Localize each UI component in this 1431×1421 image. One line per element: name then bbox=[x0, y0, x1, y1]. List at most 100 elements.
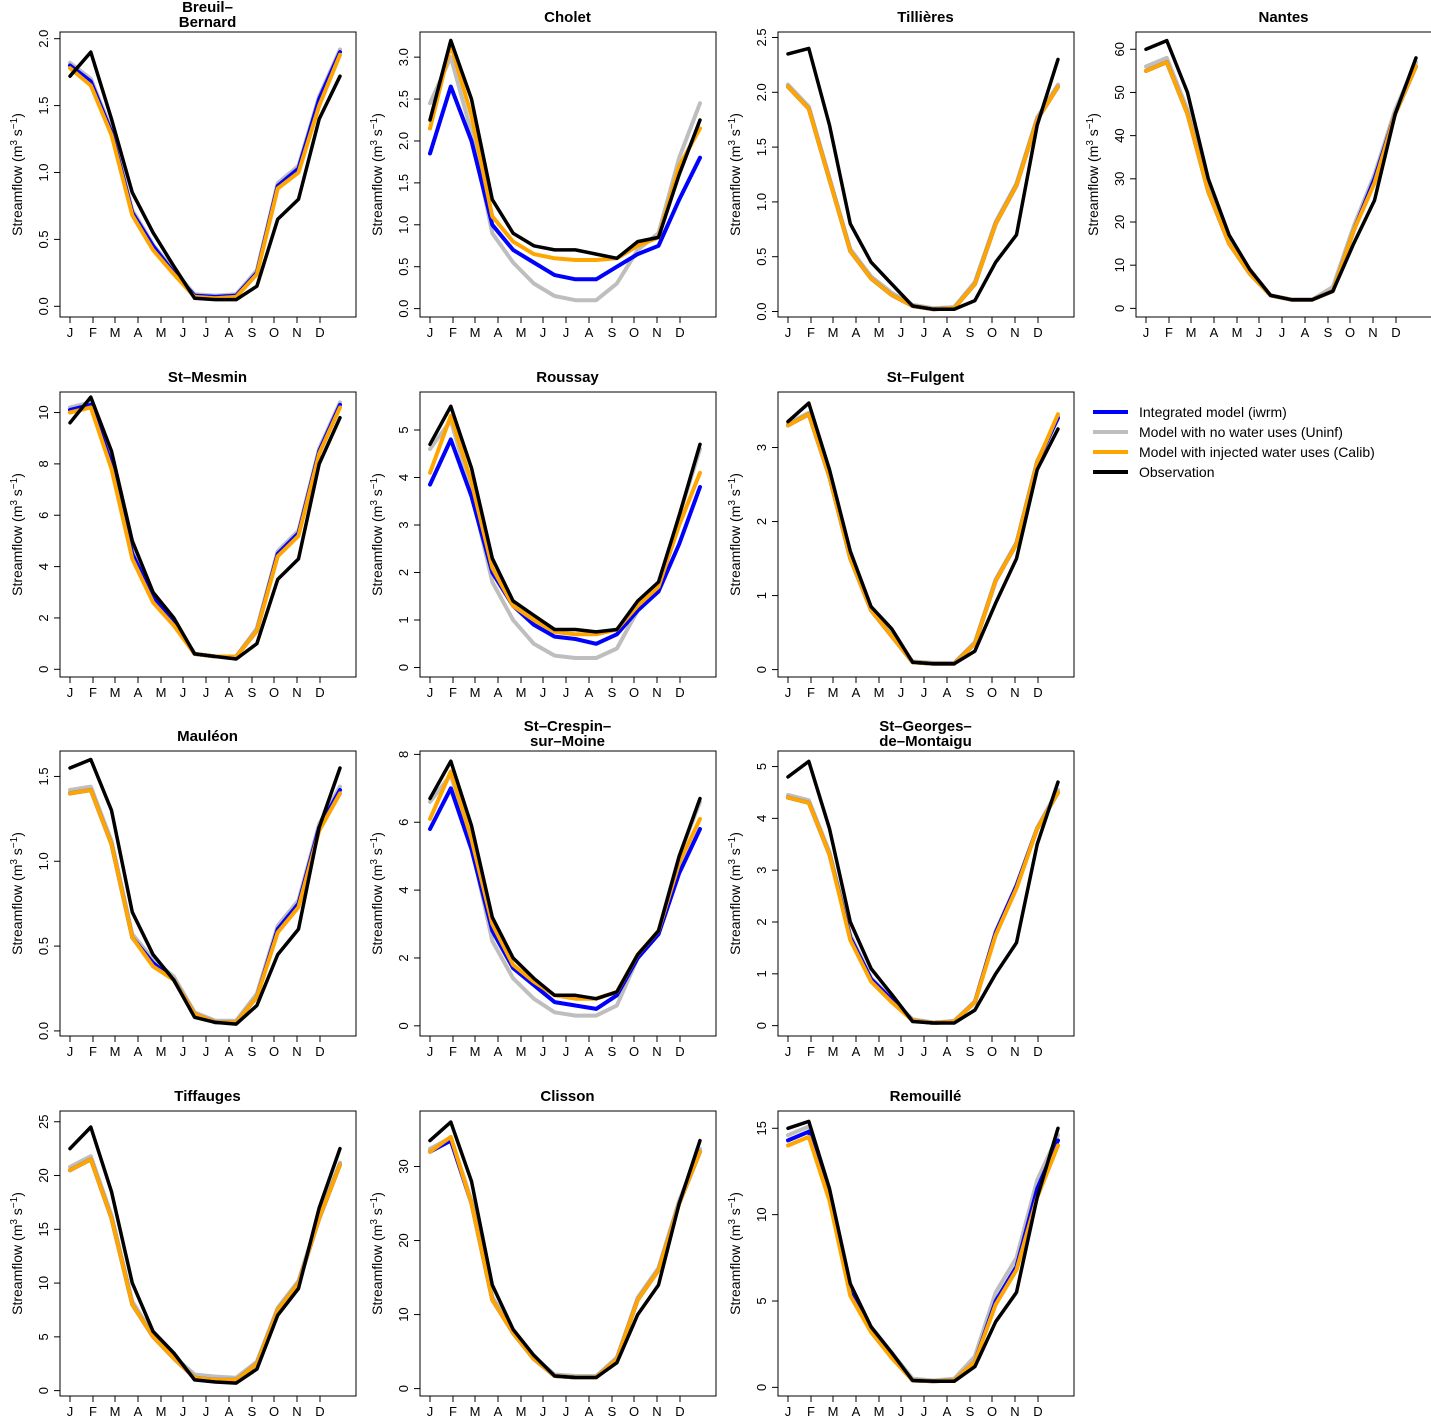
x-tick-label: F bbox=[449, 685, 457, 700]
y-tick-label: 1.5 bbox=[754, 138, 769, 156]
x-tick-label: O bbox=[629, 1404, 639, 1419]
x-tick-label: F bbox=[89, 685, 97, 700]
plot-frame bbox=[59, 391, 357, 678]
x-tick-label: S bbox=[248, 1044, 257, 1059]
series-line-obs bbox=[428, 404, 702, 634]
x-tick-label: O bbox=[1345, 325, 1355, 340]
x-tick-label: O bbox=[269, 325, 279, 340]
x-tick-label: A bbox=[852, 1044, 861, 1059]
y-tick-label: 0 bbox=[754, 666, 769, 673]
y-tick-label: 2 bbox=[396, 569, 411, 576]
series-line-obs bbox=[428, 1120, 702, 1380]
series-line-calib bbox=[68, 1157, 342, 1382]
x-tick-label: J bbox=[427, 1404, 434, 1419]
x-tick-label: D bbox=[1033, 685, 1042, 700]
y-tick-label: 1 bbox=[754, 970, 769, 977]
x-tick-label: O bbox=[987, 325, 997, 340]
x-tick-label: J bbox=[898, 325, 905, 340]
series-line-obs bbox=[786, 1119, 1060, 1384]
x-tick-label: N bbox=[652, 325, 661, 340]
legend-label: Observation bbox=[1139, 464, 1214, 480]
panel-title: Roussay bbox=[536, 369, 599, 386]
x-tick-label: J bbox=[67, 1404, 74, 1419]
y-tick-label: 10 bbox=[36, 1276, 51, 1290]
x-tick-label: J bbox=[180, 1044, 187, 1059]
y-axis-label: Streamflow (m3 s−1) bbox=[9, 1192, 25, 1315]
panel-title: St–Fulgent bbox=[887, 369, 965, 386]
y-tick-label: 1.5 bbox=[396, 174, 411, 192]
x-tick-label: D bbox=[315, 1404, 324, 1419]
x-tick-label: J bbox=[427, 1044, 434, 1059]
x-tick-label: M bbox=[828, 1404, 839, 1419]
x-tick-label: A bbox=[494, 1404, 503, 1419]
x-tick-label: M bbox=[516, 1044, 527, 1059]
x-tick-label: J bbox=[785, 1404, 792, 1419]
y-axis-label: Streamflow (m3 s−1) bbox=[727, 473, 743, 596]
y-tick-label: 6 bbox=[396, 819, 411, 826]
x-tick-label: D bbox=[315, 1044, 324, 1059]
x-tick-label: N bbox=[292, 1044, 301, 1059]
y-tick-label: 0 bbox=[36, 1387, 51, 1394]
x-tick-label: O bbox=[987, 1044, 997, 1059]
series-line-obs bbox=[786, 401, 1060, 666]
x-tick-label: O bbox=[269, 685, 279, 700]
x-tick-label: A bbox=[494, 325, 503, 340]
x-tick-label: J bbox=[203, 1044, 210, 1059]
panel-title: St–Crespin– bbox=[524, 718, 612, 735]
x-tick-label: J bbox=[203, 325, 210, 340]
panel-title: Cholet bbox=[544, 9, 591, 26]
x-tick-label: F bbox=[89, 1044, 97, 1059]
x-tick-label: O bbox=[629, 1044, 639, 1059]
x-tick-label: N bbox=[292, 1404, 301, 1419]
y-tick-label: 5 bbox=[754, 763, 769, 770]
series-line-calib bbox=[428, 413, 702, 637]
x-tick-label: A bbox=[585, 325, 594, 340]
x-tick-label: J bbox=[921, 325, 928, 340]
panel-title: Mauléon bbox=[177, 728, 238, 745]
panel-title: Tillières bbox=[897, 9, 953, 26]
x-tick-label: D bbox=[315, 685, 324, 700]
x-tick-label: M bbox=[470, 685, 481, 700]
plot-frame bbox=[59, 1110, 357, 1397]
y-axis-label: Streamflow (m3 s−1) bbox=[369, 113, 385, 236]
x-tick-label: J bbox=[540, 1404, 547, 1419]
x-tick-label: A bbox=[134, 1404, 143, 1419]
x-tick-label: N bbox=[652, 685, 661, 700]
x-tick-label: J bbox=[1279, 325, 1286, 340]
plot-frame bbox=[777, 750, 1075, 1037]
x-tick-label: J bbox=[67, 1044, 74, 1059]
y-tick-label: 2 bbox=[36, 614, 51, 621]
series-line-obs bbox=[428, 759, 702, 1001]
x-tick-label: M bbox=[470, 1404, 481, 1419]
x-tick-label: J bbox=[898, 1404, 905, 1419]
x-tick-label: N bbox=[1010, 1044, 1019, 1059]
x-tick-label: J bbox=[785, 325, 792, 340]
x-tick-label: J bbox=[785, 685, 792, 700]
y-tick-label: 0.5 bbox=[36, 230, 51, 248]
y-tick-label: 5 bbox=[36, 1333, 51, 1340]
x-tick-label: J bbox=[67, 685, 74, 700]
x-tick-label: M bbox=[828, 325, 839, 340]
x-tick-label: A bbox=[943, 325, 952, 340]
panel-title: Tiffauges bbox=[174, 1088, 240, 1105]
y-axis-label: Streamflow (m3 s−1) bbox=[369, 832, 385, 955]
x-tick-label: S bbox=[966, 325, 975, 340]
series-line-uninf bbox=[428, 772, 702, 1018]
y-tick-label: 1.0 bbox=[754, 193, 769, 211]
x-tick-label: J bbox=[540, 325, 547, 340]
legend-label: Integrated model (iwrm) bbox=[1139, 404, 1287, 420]
x-tick-label: F bbox=[89, 1404, 97, 1419]
y-tick-label: 0 bbox=[36, 666, 51, 673]
x-tick-label: F bbox=[807, 1044, 815, 1059]
series-line-obs bbox=[428, 38, 702, 261]
x-tick-label: M bbox=[470, 1044, 481, 1059]
x-tick-label: M bbox=[156, 685, 167, 700]
panel-title: Clisson bbox=[540, 1088, 594, 1105]
y-tick-label: 1.0 bbox=[396, 216, 411, 234]
panel-title: Breuil– bbox=[182, 0, 233, 16]
